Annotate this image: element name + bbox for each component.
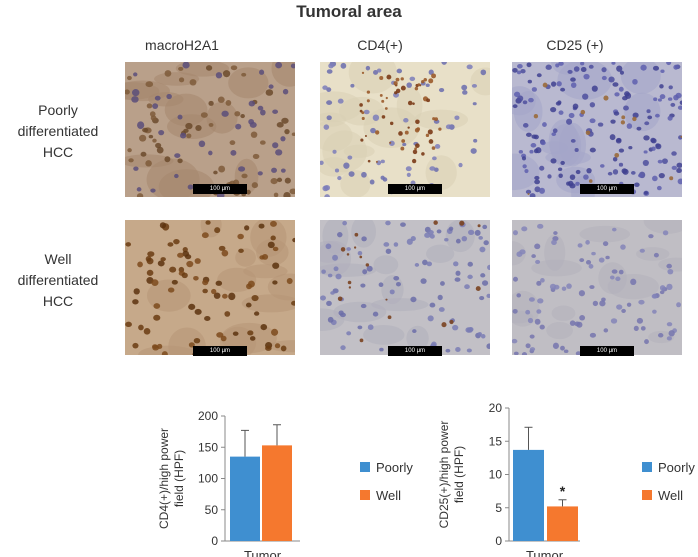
scale-bar: 100 μm <box>193 184 247 194</box>
scale-bar: 100 μm <box>388 184 442 194</box>
legend-swatch <box>360 490 370 500</box>
row-label-line: Well <box>44 251 72 267</box>
scale-bar: 100 μm <box>580 346 634 356</box>
scale-bar: 100 μm <box>193 346 247 356</box>
micrograph-well-cd25 <box>512 220 682 355</box>
row-label-line: differentiated <box>17 272 99 288</box>
y-axis-label: CD25(+)/high power <box>437 421 451 529</box>
micrograph-poorly-macroh2a1 <box>125 62 295 197</box>
x-axis-label: Tumor <box>244 548 282 557</box>
y-axis-label: field (HPF) <box>452 446 466 503</box>
row-label-poorly: Poorly differentiated HCC <box>3 100 113 163</box>
y-tick-label: 20 <box>489 401 503 415</box>
cd4-bar-chart: 0 50 100 150 200 CD4(+)/high power field (HPF)… <box>157 409 413 557</box>
legend-swatch <box>360 462 370 472</box>
y-tick-label: 5 <box>495 501 502 515</box>
y-tick-label: 15 <box>489 434 503 448</box>
legend-label: Well <box>376 488 401 503</box>
scale-bar: 100 μm <box>388 346 442 356</box>
bar-poorly <box>513 449 544 541</box>
figure-title: Tumoral area <box>296 2 402 21</box>
scale-bar: 100 μm <box>580 184 634 194</box>
y-tick-label: 100 <box>198 472 218 486</box>
micrograph-well-macroh2a1 <box>125 220 295 355</box>
y-tick-label: 0 <box>495 534 502 548</box>
legend-swatch <box>642 462 652 472</box>
column-header-cd25: CD25 (+) <box>546 37 604 53</box>
column-header-cd4: CD4(+) <box>357 37 403 53</box>
row-label-line: Poorly <box>38 102 78 118</box>
micrograph-well-cd4 <box>320 220 490 355</box>
row-label-line: HCC <box>42 293 74 309</box>
y-tick-label: 10 <box>489 468 503 482</box>
y-tick-label: 50 <box>205 503 219 517</box>
row-label-line: differentiated <box>17 123 99 139</box>
cd25-bar-chart: 0 5 10 15 20 CD25(+)/high power field (HPF) * Tu… <box>437 401 695 557</box>
micrograph-poorly-cd4 <box>320 62 490 197</box>
x-axis-label: Tumor <box>526 548 564 557</box>
row-label-well: Well differentiated HCC <box>3 249 113 312</box>
column-header-macroh2a1: macroH2A1 <box>145 37 219 53</box>
legend-label: Poorly <box>376 460 413 475</box>
bar-well <box>262 445 292 541</box>
y-tick-label: 150 <box>198 440 218 454</box>
y-axis-label: field (HPF) <box>172 450 186 507</box>
legend-label: Well <box>658 488 683 503</box>
bar-well <box>547 506 578 541</box>
legend-label: Poorly <box>658 460 695 475</box>
legend-swatch <box>642 490 652 500</box>
row-label-line: HCC <box>42 144 74 160</box>
y-tick-label: 0 <box>211 534 218 548</box>
y-tick-label: 200 <box>198 409 218 423</box>
bar-poorly <box>230 456 260 541</box>
y-axis-label: CD4(+)/high power <box>157 428 171 529</box>
significance-mark: * <box>560 483 566 499</box>
micrograph-poorly-cd25 <box>512 62 682 197</box>
